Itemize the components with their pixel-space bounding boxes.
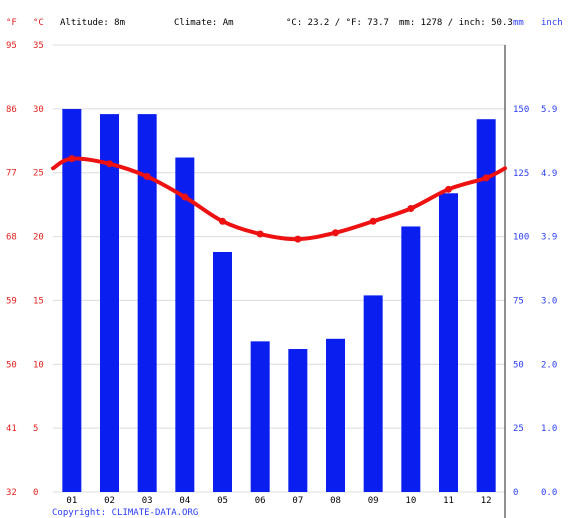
precip-bar [476, 119, 496, 493]
mm-tick-label: 25 [513, 424, 524, 434]
temperature-point [332, 229, 339, 237]
month-tick-label: 07 [292, 496, 303, 506]
temperature-point [445, 185, 452, 193]
month-tick-label: 02 [104, 496, 115, 506]
inch-tick-label: 3.9 [541, 233, 557, 243]
month-tick-label: 11 [443, 496, 454, 506]
temperature-point [181, 193, 189, 201]
precip-bar [175, 157, 195, 492]
precip-bar [213, 251, 232, 492]
mm-tick-label: 75 [513, 297, 524, 307]
fahrenheit-unit-label: °F [6, 18, 17, 28]
month-tick-label: 03 [142, 496, 153, 506]
month-tick-label: 12 [481, 496, 492, 506]
inch-tick-label: 3.0 [541, 297, 557, 307]
precip-bar [250, 341, 270, 492]
precip-bar [326, 338, 345, 492]
inch-tick-label: 0.0 [541, 488, 557, 498]
celsius-tick-label: 10 [33, 360, 44, 370]
precip-bar [100, 114, 119, 493]
temperature-summary: °C: 23.2 / °F: 73.7 [286, 18, 389, 28]
fahrenheit-tick-label: 77 [6, 169, 17, 179]
mm-tick-label: 125 [513, 169, 529, 179]
altitude-label: Altitude: 8m [60, 18, 125, 28]
inch-tick-label: 5.9 [541, 105, 557, 115]
temperature-point [256, 230, 264, 238]
fahrenheit-tick-label: 68 [6, 233, 17, 243]
month-tick-label: 04 [179, 496, 190, 506]
inch-tick-label: 1.0 [541, 424, 557, 434]
fahrenheit-tick-label: 32 [6, 488, 17, 498]
mm-tick-label: 150 [513, 105, 529, 115]
gridlines [53, 44, 506, 518]
temperature-point [482, 174, 490, 182]
mm-tick-label: 50 [513, 360, 524, 370]
month-tick-label: 08 [330, 496, 341, 506]
mm-tick-label: 0 [513, 488, 518, 498]
month-tick-label: 01 [66, 496, 77, 506]
temperature-point [219, 217, 226, 225]
temperature-point [407, 204, 415, 212]
month-tick-label: 06 [255, 496, 266, 506]
fahrenheit-tick-label: 95 [6, 41, 17, 51]
precip-bar [401, 226, 421, 492]
precip-bar [62, 109, 82, 492]
celsius-unit-label: °C [33, 18, 44, 28]
fahrenheit-tick-label: 59 [6, 296, 17, 306]
precipitation-bars [62, 109, 496, 493]
celsius-tick-label: 0 [33, 488, 38, 498]
precip-bar [363, 295, 383, 492]
celsius-tick-label: 20 [33, 233, 44, 243]
month-tick-label: 05 [217, 496, 228, 506]
month-tick-label: 09 [368, 496, 379, 506]
inch-tick-label: 2.0 [541, 360, 557, 370]
temperature-point [294, 235, 302, 243]
fahrenheit-tick-label: 86 [6, 105, 17, 115]
month-tick-label: 10 [405, 496, 416, 506]
inch-tick-label: 4.9 [541, 169, 557, 179]
temperature-point [143, 173, 151, 181]
climate-label: Climate: Am [174, 18, 234, 28]
precip-bar [137, 114, 157, 493]
celsius-tick-label: 5 [33, 424, 38, 434]
celsius-tick-label: 25 [33, 169, 44, 179]
mm-unit-label: mm [513, 18, 524, 28]
celsius-tick-label: 30 [33, 105, 44, 115]
inch-unit-label: inch [541, 18, 563, 28]
fahrenheit-tick-label: 50 [6, 360, 17, 370]
precip-bar [439, 193, 458, 492]
temperature-curve [51, 156, 507, 242]
temperature-point [68, 155, 76, 163]
copyright-text: Copyright: CLIMATE-DATA.ORG [52, 508, 198, 518]
fahrenheit-tick-label: 41 [6, 424, 17, 434]
temperature-point [369, 217, 377, 225]
precip-bar [288, 349, 308, 492]
celsius-tick-label: 15 [33, 296, 44, 306]
celsius-tick-label: 35 [33, 41, 44, 51]
temperature-point [106, 160, 113, 168]
temperature-line [51, 155, 507, 243]
precipitation-summary: mm: 1278 / inch: 50.3 [399, 18, 513, 28]
mm-tick-label: 100 [513, 233, 529, 243]
